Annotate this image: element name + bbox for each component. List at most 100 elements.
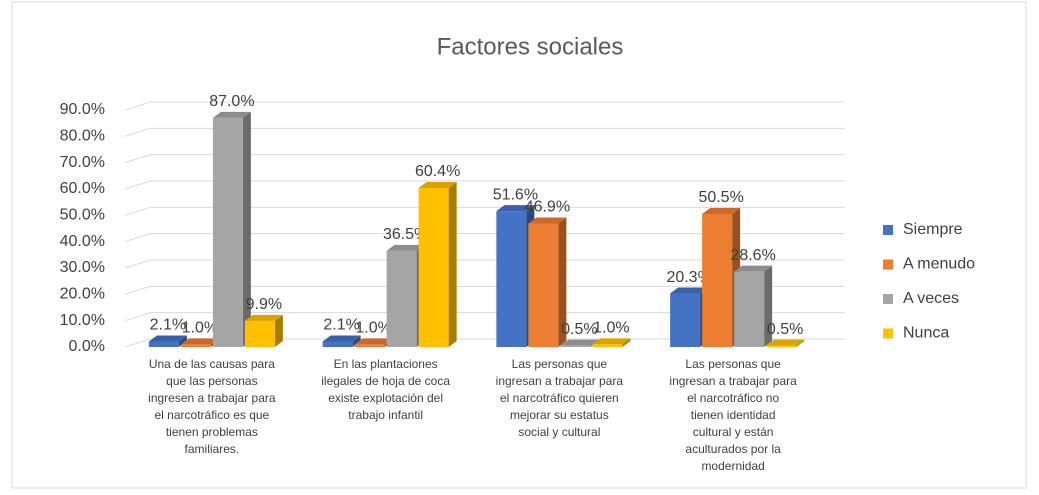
x-tick-label-line: Una de las causas para xyxy=(149,357,275,371)
bar-top xyxy=(592,338,631,345)
grid-line xyxy=(124,206,845,216)
y-tick-label: 70.0% xyxy=(60,154,105,171)
x-tick-label-line: trabajo infantil xyxy=(348,408,423,422)
bar xyxy=(354,344,385,347)
x-tick-label-line: tienen identidad xyxy=(691,408,776,422)
y-tick-label: 90.0% xyxy=(60,101,105,118)
x-tick-label-line: aculturados por la xyxy=(685,442,781,456)
x-tick-label-line: familiares. xyxy=(185,442,240,456)
x-tick-label-line: ilegales de hoja de coca xyxy=(321,374,450,388)
x-tick-label-line: que las personas xyxy=(166,374,257,388)
x-tick-label-line: el narcotráfico quieren xyxy=(500,391,619,405)
data-label: 1.0% xyxy=(182,320,218,337)
bar-top xyxy=(560,339,599,346)
data-label: 1.0% xyxy=(593,320,629,337)
legend-swatch xyxy=(883,259,893,270)
bar-side xyxy=(274,314,283,347)
bar xyxy=(180,344,211,347)
bar-side xyxy=(558,217,567,347)
bar-top xyxy=(496,205,535,212)
grid-line xyxy=(124,127,845,137)
bar xyxy=(418,187,449,347)
bar xyxy=(148,341,179,347)
legend-swatch xyxy=(883,294,893,304)
grid-line xyxy=(124,101,845,111)
bar xyxy=(528,223,559,347)
legend-label: A veces xyxy=(903,290,959,307)
bar-side xyxy=(352,335,361,347)
x-tick-label-line: Las personas que xyxy=(685,357,781,371)
bar-top xyxy=(354,338,393,345)
bar-side xyxy=(448,181,457,347)
x-tick-label-line: ingresan a trabajar para xyxy=(669,374,797,388)
grid-line xyxy=(124,312,845,322)
data-label: 0.5% xyxy=(561,321,597,338)
data-label: 1.0% xyxy=(355,320,391,337)
data-label: 2.1% xyxy=(150,317,186,334)
legend-label: A menudo xyxy=(903,256,975,273)
bar xyxy=(592,344,623,347)
bar-side xyxy=(242,111,251,348)
x-tick-label-line: ingresan a trabajar para xyxy=(496,374,624,388)
y-tick-label: 10.0% xyxy=(60,312,105,329)
grid-line xyxy=(124,259,845,269)
bar-side xyxy=(796,339,805,347)
grid-line xyxy=(124,285,845,295)
x-tick-label-line: En las plantaciones xyxy=(334,357,438,371)
data-label: 28.6% xyxy=(730,247,775,264)
x-tick-label-line: existe explotación del xyxy=(328,391,443,405)
legend-label: Siempre xyxy=(903,221,963,238)
chart-title: Factores sociales xyxy=(437,33,624,60)
bar-side xyxy=(622,338,631,347)
bar-top xyxy=(386,244,425,251)
data-label: 36.5% xyxy=(383,226,428,243)
x-tick-label-line: cultural y están xyxy=(693,425,774,439)
x-tick-label: Las personas que ingresan a trabajar para… xyxy=(496,357,624,439)
bar-top xyxy=(180,338,219,345)
bar xyxy=(670,293,701,347)
legend-swatch xyxy=(883,328,893,339)
y-tick-label: 50.0% xyxy=(60,207,105,224)
x-tick-label: En las plantaciones ilegales de hoja de c… xyxy=(321,357,450,422)
x-tick-label-line: modernidad xyxy=(701,459,764,473)
grid-line xyxy=(124,180,845,190)
bar-top xyxy=(244,314,283,321)
data-label: 51.6% xyxy=(493,186,538,203)
data-label: 87.0% xyxy=(209,93,254,110)
x-tick-label-line: Las personas que xyxy=(512,357,608,371)
y-tick-label: 80.0% xyxy=(60,128,105,145)
bar xyxy=(386,250,417,347)
bar xyxy=(560,345,591,347)
data-label: 9.9% xyxy=(246,296,282,313)
bar xyxy=(734,271,765,347)
x-tick-label-line: tienen problemas xyxy=(166,425,258,439)
y-tick-label: 40.0% xyxy=(60,233,105,250)
bar xyxy=(766,345,797,347)
bar xyxy=(322,341,353,347)
y-tick-label: 60.0% xyxy=(60,180,105,197)
y-tick-label: 20.0% xyxy=(60,286,105,303)
bar-side xyxy=(764,265,773,347)
bar-top xyxy=(702,208,741,215)
data-label: 50.5% xyxy=(698,189,743,206)
bar-side xyxy=(178,335,187,347)
bar-top xyxy=(528,217,567,224)
legend-label: Nunca xyxy=(903,325,949,342)
x-tick-label-line: el narcotráfico no xyxy=(687,391,779,405)
x-tick-label-line: ingresen a trabajar para xyxy=(148,391,276,405)
data-label: 46.9% xyxy=(525,199,570,216)
bar-top xyxy=(766,339,805,346)
y-tick-label: 0.0% xyxy=(69,338,105,355)
bar xyxy=(496,211,527,347)
grid-line xyxy=(124,233,845,243)
bar-top xyxy=(670,287,709,294)
y-tick-label: 30.0% xyxy=(60,259,105,276)
bar xyxy=(244,320,275,347)
bar-top xyxy=(734,265,773,272)
data-label: 60.4% xyxy=(415,163,460,180)
data-label: 20.3% xyxy=(666,269,711,286)
grid-line xyxy=(124,154,845,164)
bar xyxy=(212,117,243,348)
bar xyxy=(702,214,733,347)
bar-top xyxy=(322,335,361,342)
